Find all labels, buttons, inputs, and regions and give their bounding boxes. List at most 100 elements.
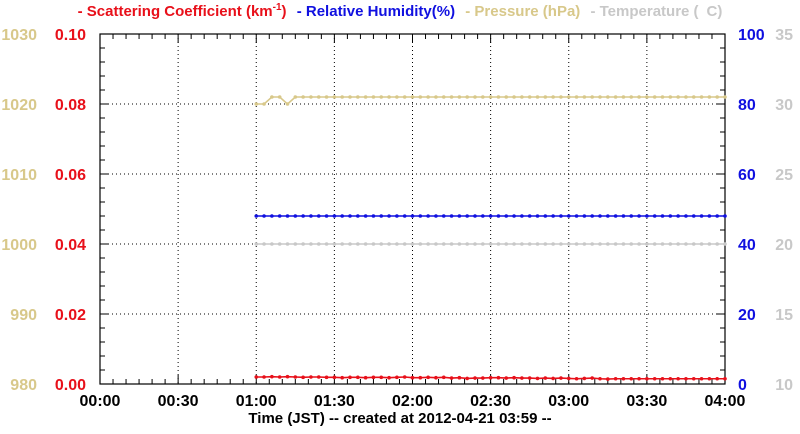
series-point-pressure (637, 95, 641, 99)
series-point-humidity (652, 214, 657, 218)
series-point-temperature (441, 242, 446, 246)
series-point-temperature (559, 242, 563, 246)
series-point-temperature (613, 242, 618, 246)
series-point-scattering (598, 376, 602, 381)
series-point-pressure (559, 95, 563, 99)
series-point-scattering (301, 375, 305, 380)
series-point-temperature (481, 242, 485, 246)
series-point-pressure (379, 95, 384, 99)
series-point-pressure (660, 95, 665, 99)
y-tick-label-temperature: 30 (775, 97, 793, 114)
series-point-pressure (332, 95, 337, 99)
series-point-temperature (512, 242, 516, 246)
series-point-pressure (520, 95, 524, 99)
series-point-pressure (387, 95, 391, 99)
series-point-humidity (684, 214, 688, 218)
series-point-humidity (527, 214, 532, 218)
series-point-pressure (582, 95, 587, 99)
series-point-pressure (293, 95, 298, 99)
series-point-scattering (496, 375, 501, 380)
series-point-pressure (699, 95, 704, 99)
series-point-scattering (457, 375, 462, 380)
series-point-scattering (629, 376, 634, 381)
series-point-humidity (559, 214, 563, 218)
x-tick-label: 01:00 (236, 393, 277, 410)
series-point-temperature (395, 242, 399, 246)
series-point-pressure (606, 95, 610, 99)
series-point-temperature (340, 242, 344, 246)
series-point-humidity (520, 214, 524, 218)
series-point-humidity (356, 214, 360, 218)
series-point-humidity (371, 214, 376, 218)
series-point-pressure (324, 95, 329, 99)
series-point-scattering (684, 376, 688, 381)
x-tick-label: 00:00 (80, 393, 121, 410)
series-point-pressure (473, 95, 477, 99)
series-point-temperature (426, 242, 430, 246)
series-point-scattering (520, 376, 524, 380)
series-point-temperature (535, 242, 540, 246)
series-point-temperature (449, 242, 454, 246)
series-point-humidity (262, 214, 266, 218)
series-point-temperature (402, 242, 407, 246)
series-point-scattering (277, 375, 282, 379)
legend-temperature: - Temperature (C) (590, 3, 723, 20)
series-point-scattering (527, 376, 532, 380)
series-point-humidity (340, 214, 344, 218)
series-point-scattering (363, 375, 368, 380)
series-point-scattering (566, 376, 571, 381)
series-point-scattering (379, 375, 384, 380)
series-point-humidity (348, 214, 352, 218)
series-point-pressure (434, 95, 438, 99)
series-point-pressure (566, 95, 571, 99)
series-point-temperature (504, 242, 509, 246)
y-tick-label-humidity: 40 (738, 237, 756, 254)
series-point-pressure (598, 95, 602, 99)
series-point-humidity (691, 214, 696, 218)
series-point-scattering (582, 376, 587, 381)
series-point-temperature (363, 242, 368, 246)
series-point-humidity (566, 214, 571, 218)
series-point-pressure (535, 95, 540, 99)
x-tick-label: 03:00 (548, 393, 589, 410)
series-point-humidity (402, 214, 407, 218)
series-point-pressure (270, 95, 274, 99)
series-point-humidity (324, 214, 329, 218)
series-point-temperature (676, 242, 680, 246)
series-point-humidity (301, 214, 305, 218)
series-point-humidity (418, 214, 423, 218)
series-point-temperature (324, 242, 329, 246)
series-point-scattering (512, 375, 516, 380)
y-tick-label-pressure: 990 (10, 307, 37, 324)
series-point-scattering (715, 376, 719, 381)
series-point-humidity (660, 214, 665, 218)
series-point-humidity (434, 214, 438, 218)
series-point-pressure (512, 95, 516, 99)
series-point-scattering (410, 375, 415, 380)
y-tick-label-humidity: 0 (738, 377, 747, 394)
series-point-humidity (637, 214, 641, 218)
series-point-humidity (395, 214, 399, 218)
series-point-pressure (371, 95, 376, 99)
series-point-scattering (504, 376, 509, 380)
series-point-scattering (395, 375, 399, 380)
series-point-pressure (457, 95, 462, 99)
series-point-humidity (277, 214, 282, 218)
series-point-humidity (629, 214, 634, 218)
series-point-scattering (293, 375, 298, 379)
x-tick-label: 03:30 (626, 393, 667, 410)
series-point-scattering (551, 376, 555, 381)
series-point-humidity (621, 214, 626, 218)
series-point-humidity (613, 214, 618, 218)
series-point-humidity (723, 214, 727, 218)
series-point-scattering (723, 376, 727, 381)
x-tick-label: 01:30 (314, 393, 355, 410)
series-point-temperature (621, 242, 626, 246)
series-point-temperature (691, 242, 696, 246)
series-point-scattering (621, 376, 626, 381)
series-point-pressure (316, 95, 321, 99)
series-point-scattering (356, 375, 360, 380)
series-point-scattering (324, 375, 329, 380)
series-point-temperature (356, 242, 360, 246)
series-point-scattering (371, 375, 376, 380)
